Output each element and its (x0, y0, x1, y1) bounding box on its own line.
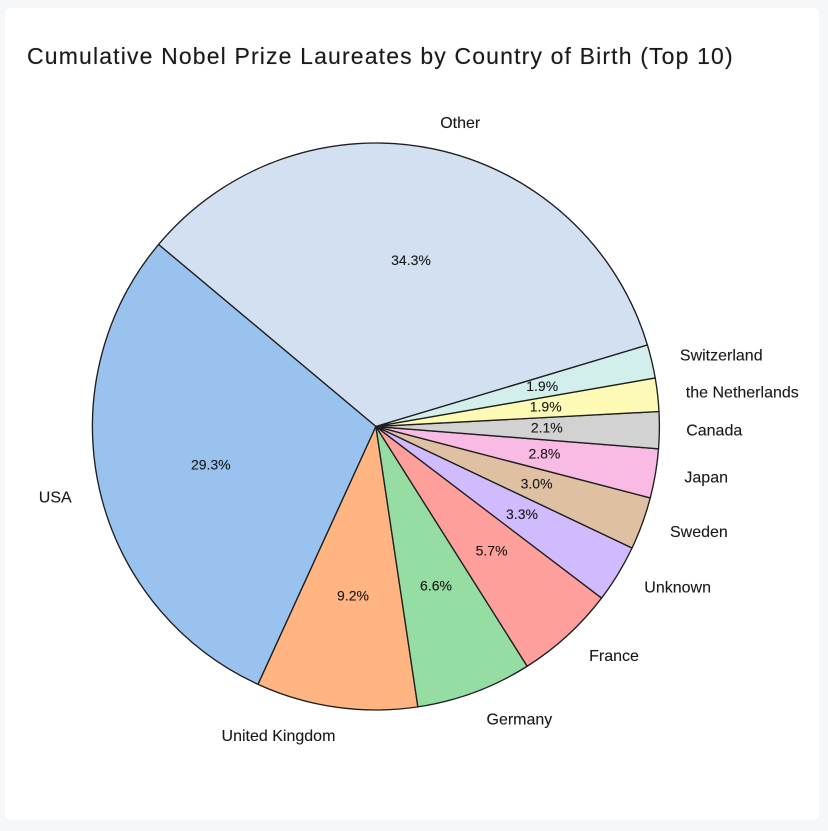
svg-text:Sweden: Sweden (670, 524, 728, 541)
svg-text:Other: Other (440, 115, 481, 132)
svg-text:3.0%: 3.0% (521, 476, 553, 492)
svg-text:USA: USA (39, 489, 72, 506)
svg-text:Unknown: Unknown (644, 580, 711, 597)
svg-text:France: France (589, 648, 639, 665)
svg-text:29.3%: 29.3% (191, 457, 231, 473)
svg-text:1.9%: 1.9% (530, 398, 562, 414)
svg-text:6.6%: 6.6% (420, 577, 452, 593)
svg-text:Japan: Japan (684, 469, 728, 486)
svg-text:3.3%: 3.3% (506, 506, 538, 522)
svg-text:the Netherlands: the Netherlands (686, 385, 799, 402)
svg-text:1.9%: 1.9% (526, 378, 558, 394)
svg-text:34.3%: 34.3% (391, 252, 431, 268)
svg-text:2.8%: 2.8% (528, 446, 560, 462)
svg-text:2.1%: 2.1% (531, 419, 563, 435)
svg-text:United Kingdom: United Kingdom (222, 728, 336, 745)
svg-text:Switzerland: Switzerland (680, 348, 763, 365)
svg-text:5.7%: 5.7% (476, 543, 508, 559)
svg-text:Canada: Canada (686, 423, 742, 440)
svg-text:Germany: Germany (487, 712, 553, 729)
svg-text:9.2%: 9.2% (337, 588, 369, 604)
